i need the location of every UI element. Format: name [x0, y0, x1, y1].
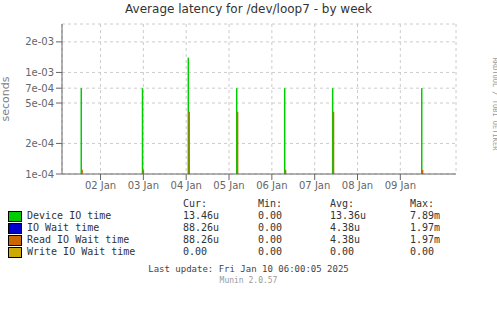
html-text:Cur:: Cur: [183, 198, 208, 209]
svg-text:03 Jan: 03 Jan [128, 180, 159, 191]
html-text:Min:: Min: [258, 198, 283, 209]
svg-text:05 Jan: 05 Jan [213, 180, 244, 191]
svg-text:07 Jan: 07 Jan [299, 180, 330, 191]
svg-text:7e-04: 7e-04 [25, 83, 54, 94]
html-text:Read IO Wait time: Read IO Wait time [27, 234, 130, 245]
svg-text:04 Jan: 04 Jan [171, 180, 202, 191]
svg-text:2e-04: 2e-04 [25, 138, 54, 149]
html-text:13.36u: 13.36u [330, 210, 367, 221]
html-text:Write IO Wait time: Write IO Wait time [27, 246, 136, 257]
html-text:IO Wait time: IO Wait time [27, 222, 100, 233]
svg-text:5e-04: 5e-04 [25, 98, 54, 109]
html-text:88.26u: 88.26u [183, 222, 220, 233]
svg-text:09 Jan: 09 Jan [385, 180, 416, 191]
html-text:0.00: 0.00 [258, 246, 283, 257]
svg-text:1e-04: 1e-04 [25, 169, 54, 180]
html-text:0.00: 0.00 [258, 210, 283, 221]
html-text:0.00: 0.00 [330, 246, 355, 257]
html-text:0.00: 0.00 [258, 234, 283, 245]
svg-text:02 Jan: 02 Jan [85, 180, 116, 191]
html-text:Average latency for /dev/loop7: Average latency for /dev/loop7 - by week [125, 2, 372, 16]
html-text:7.89m: 7.89m [410, 210, 441, 221]
html-text:88.26u: 88.26u [183, 234, 220, 245]
html-text:1.97m: 1.97m [410, 222, 441, 233]
html-text:Avg:: Avg: [330, 198, 355, 209]
svg-text:2e-03: 2e-03 [25, 36, 54, 47]
svg-text:seconds: seconds [8, 76, 12, 121]
html-text:1.97m: 1.97m [410, 234, 441, 245]
html-text:Last update: Fri Jan 10 06:00:: Last update: Fri Jan 10 06:00:05 2025 [148, 264, 349, 274]
html-text:0.00: 0.00 [410, 246, 435, 257]
html-text:4.38u: 4.38u [330, 234, 361, 245]
svg-text:1e-03: 1e-03 [25, 67, 54, 78]
html-text:Device IO time: Device IO time [27, 210, 112, 221]
html-text:0.00: 0.00 [183, 246, 208, 257]
svg-text:06 Jan: 06 Jan [256, 180, 287, 191]
html-text:0.00: 0.00 [258, 222, 283, 233]
html-text:Max:: Max: [410, 198, 435, 209]
svg-text:08 Jan: 08 Jan [342, 180, 373, 191]
html-text:Munin 2.0.57: Munin 2.0.57 [219, 276, 278, 285]
html-text:13.46u: 13.46u [183, 210, 220, 221]
html-text:4.38u: 4.38u [330, 222, 361, 233]
